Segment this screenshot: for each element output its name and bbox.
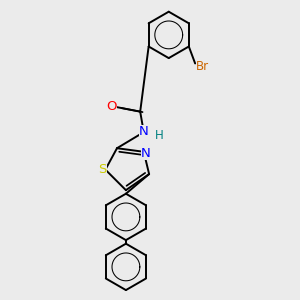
Text: N: N	[141, 147, 151, 160]
Text: H: H	[155, 129, 164, 142]
Text: O: O	[107, 100, 117, 113]
Text: S: S	[98, 163, 107, 176]
Text: Br: Br	[196, 60, 209, 73]
Text: N: N	[139, 125, 148, 138]
